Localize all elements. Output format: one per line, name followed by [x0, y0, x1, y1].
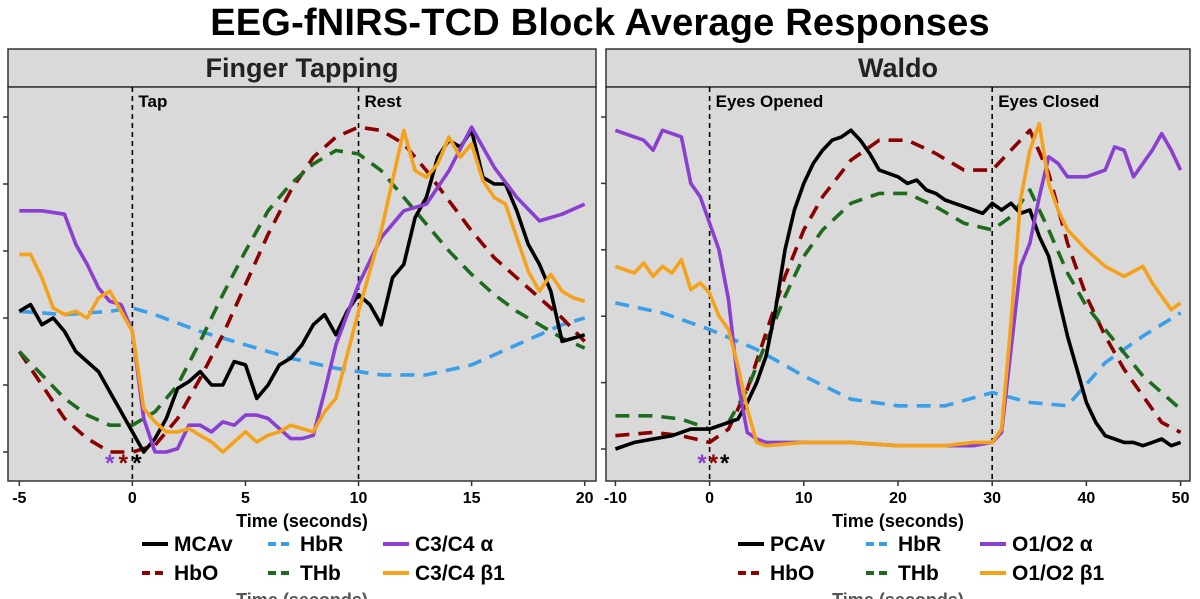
significance-star: *	[697, 450, 707, 477]
ghost-axis-title: Time (seconds)	[236, 590, 368, 599]
x-tick-label: 20	[889, 490, 907, 507]
significance-star: *	[119, 450, 129, 477]
significance-star: *	[105, 450, 115, 477]
legend-label: O1/O2 β1	[1012, 562, 1105, 585]
legend-label: THb	[300, 562, 341, 585]
panel-strip	[605, 48, 1191, 88]
series-line-o1-o2-1	[614, 121, 1182, 448]
significance-star: *	[709, 450, 719, 477]
x-tick-label: 40	[1077, 490, 1095, 507]
x-tick-label: -5	[12, 490, 26, 507]
series-group	[17, 125, 586, 454]
legend-label: THb	[898, 562, 939, 585]
series-line-c3-c4-1	[19, 128, 586, 454]
x-tick-label: 0	[128, 490, 137, 507]
panel-title: Waldo	[858, 53, 938, 83]
event-label: Rest	[365, 92, 402, 111]
plot-background	[7, 86, 597, 482]
event-label: Tap	[138, 92, 167, 111]
series-line-hbr	[615, 301, 1182, 408]
series-line-pcav	[614, 128, 1182, 451]
x-tick-label: 0	[705, 490, 714, 507]
x-tick-label: 30	[983, 490, 1001, 507]
legend-label: C3/C4 α	[415, 533, 493, 556]
significance-star: *	[720, 450, 730, 477]
series-line-thb	[18, 148, 586, 428]
panel-strip	[7, 48, 597, 88]
x-axis-title: Time (seconds)	[236, 511, 368, 531]
panel-title: Finger Tapping	[206, 53, 399, 83]
legend-label: PCAv	[770, 533, 826, 556]
legend-label: MCAv	[174, 533, 233, 556]
series-line-c3-c4-	[19, 125, 586, 454]
legend-label: HbR	[300, 533, 343, 556]
legend-label: HbO	[770, 562, 814, 585]
series-line-thb	[615, 188, 1182, 431]
figure-title: EEG-fNIRS-TCD Block Average Responses	[210, 2, 990, 44]
x-tick-label: 15	[463, 490, 481, 507]
x-tick-label: 10	[350, 490, 368, 507]
legend-label: HbR	[898, 533, 941, 556]
legend: PCAv HbR O1/O2 α HbO THb O1/O2 β1	[738, 533, 1105, 585]
series-line-mcav	[18, 128, 586, 454]
x-axis-title: Time (seconds)	[832, 511, 964, 531]
event-label: Eyes Opened	[716, 92, 824, 111]
legend: MCAv HbR C3/C4 α HbO THb C3/C4 β1	[142, 533, 505, 585]
panel-waldo: Waldo -10 0 10 20 30 40 50 Time (seconds) Eyes Op…	[601, 48, 1191, 599]
event-label: Eyes Closed	[998, 92, 1099, 111]
legend-label: HbO	[174, 562, 218, 585]
legend-label: C3/C4 β1	[415, 562, 505, 585]
x-tick-label: 10	[795, 490, 813, 507]
x-tick-label: 20	[576, 490, 594, 507]
panel-finger-tapping: Finger Tapping -5 0 5 10 15 20 Time (seconds) Ta…	[3, 48, 597, 599]
series-group	[614, 121, 1183, 451]
legend-label: O1/O2 α	[1012, 533, 1093, 556]
x-tick-label: 5	[241, 490, 250, 507]
x-tick-label: 50	[1172, 490, 1190, 507]
x-tick-label: -10	[604, 490, 627, 507]
ghost-axis-title: Time (seconds)	[832, 590, 964, 599]
significance-star: *	[132, 450, 142, 477]
